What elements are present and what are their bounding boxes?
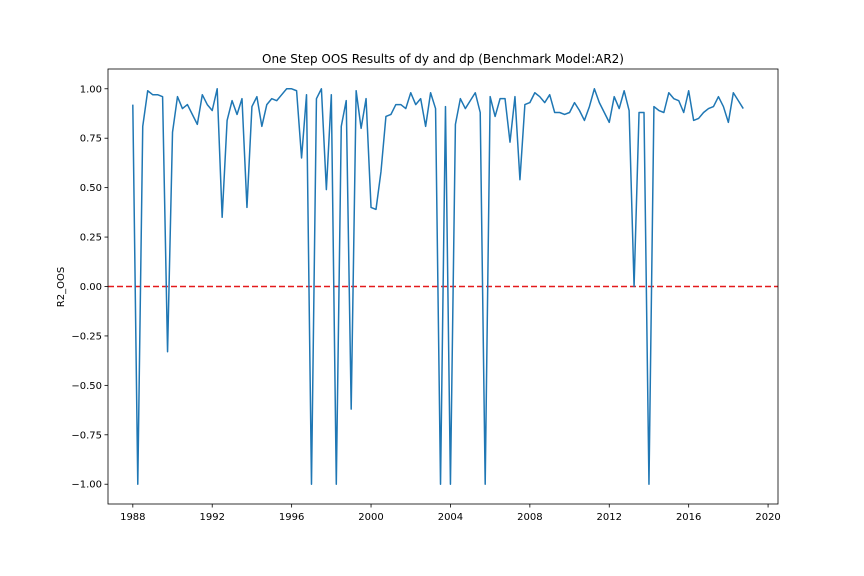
series-line-0 [132,88,744,485]
y-tick-label: 1.00 [80,84,102,95]
y-tick-label: 0.25 [80,233,102,244]
x-tick-label: 2016 [676,512,701,523]
y-tick-label: −0.25 [71,331,102,342]
x-tick-label: 1992 [199,512,224,523]
x-tick-label: 1988 [120,512,145,523]
x-tick-label: 1996 [279,512,304,523]
x-tick-label: 2000 [358,512,383,523]
y-tick-label: 0.75 [80,134,102,145]
y-tick-label: 0.50 [80,183,102,194]
x-tick-label: 2008 [517,512,542,523]
x-tick-label: 2004 [438,512,463,523]
y-tick-label: −1.00 [71,480,102,491]
chart-title: One Step OOS Results of dy and dp (Bench… [262,52,624,66]
y-tick-label: −0.50 [71,381,102,392]
y-tick-label: −0.75 [71,430,102,441]
x-tick-label: 2012 [597,512,622,523]
x-axis: 1988 1992 1996 2000 2004 2008 2012 2016 2020 [120,504,781,523]
plot-area [108,88,778,485]
y-axis: −1.00 −0.75 −0.50 −0.25 0.00 0.25 0.50 0.75 1.00 [71,84,108,491]
x-tick-label: 2020 [755,512,780,523]
y-tick-label: 0.00 [80,282,102,293]
y-axis-label: R2_OOS [56,267,67,307]
plot-frame [107,68,779,505]
